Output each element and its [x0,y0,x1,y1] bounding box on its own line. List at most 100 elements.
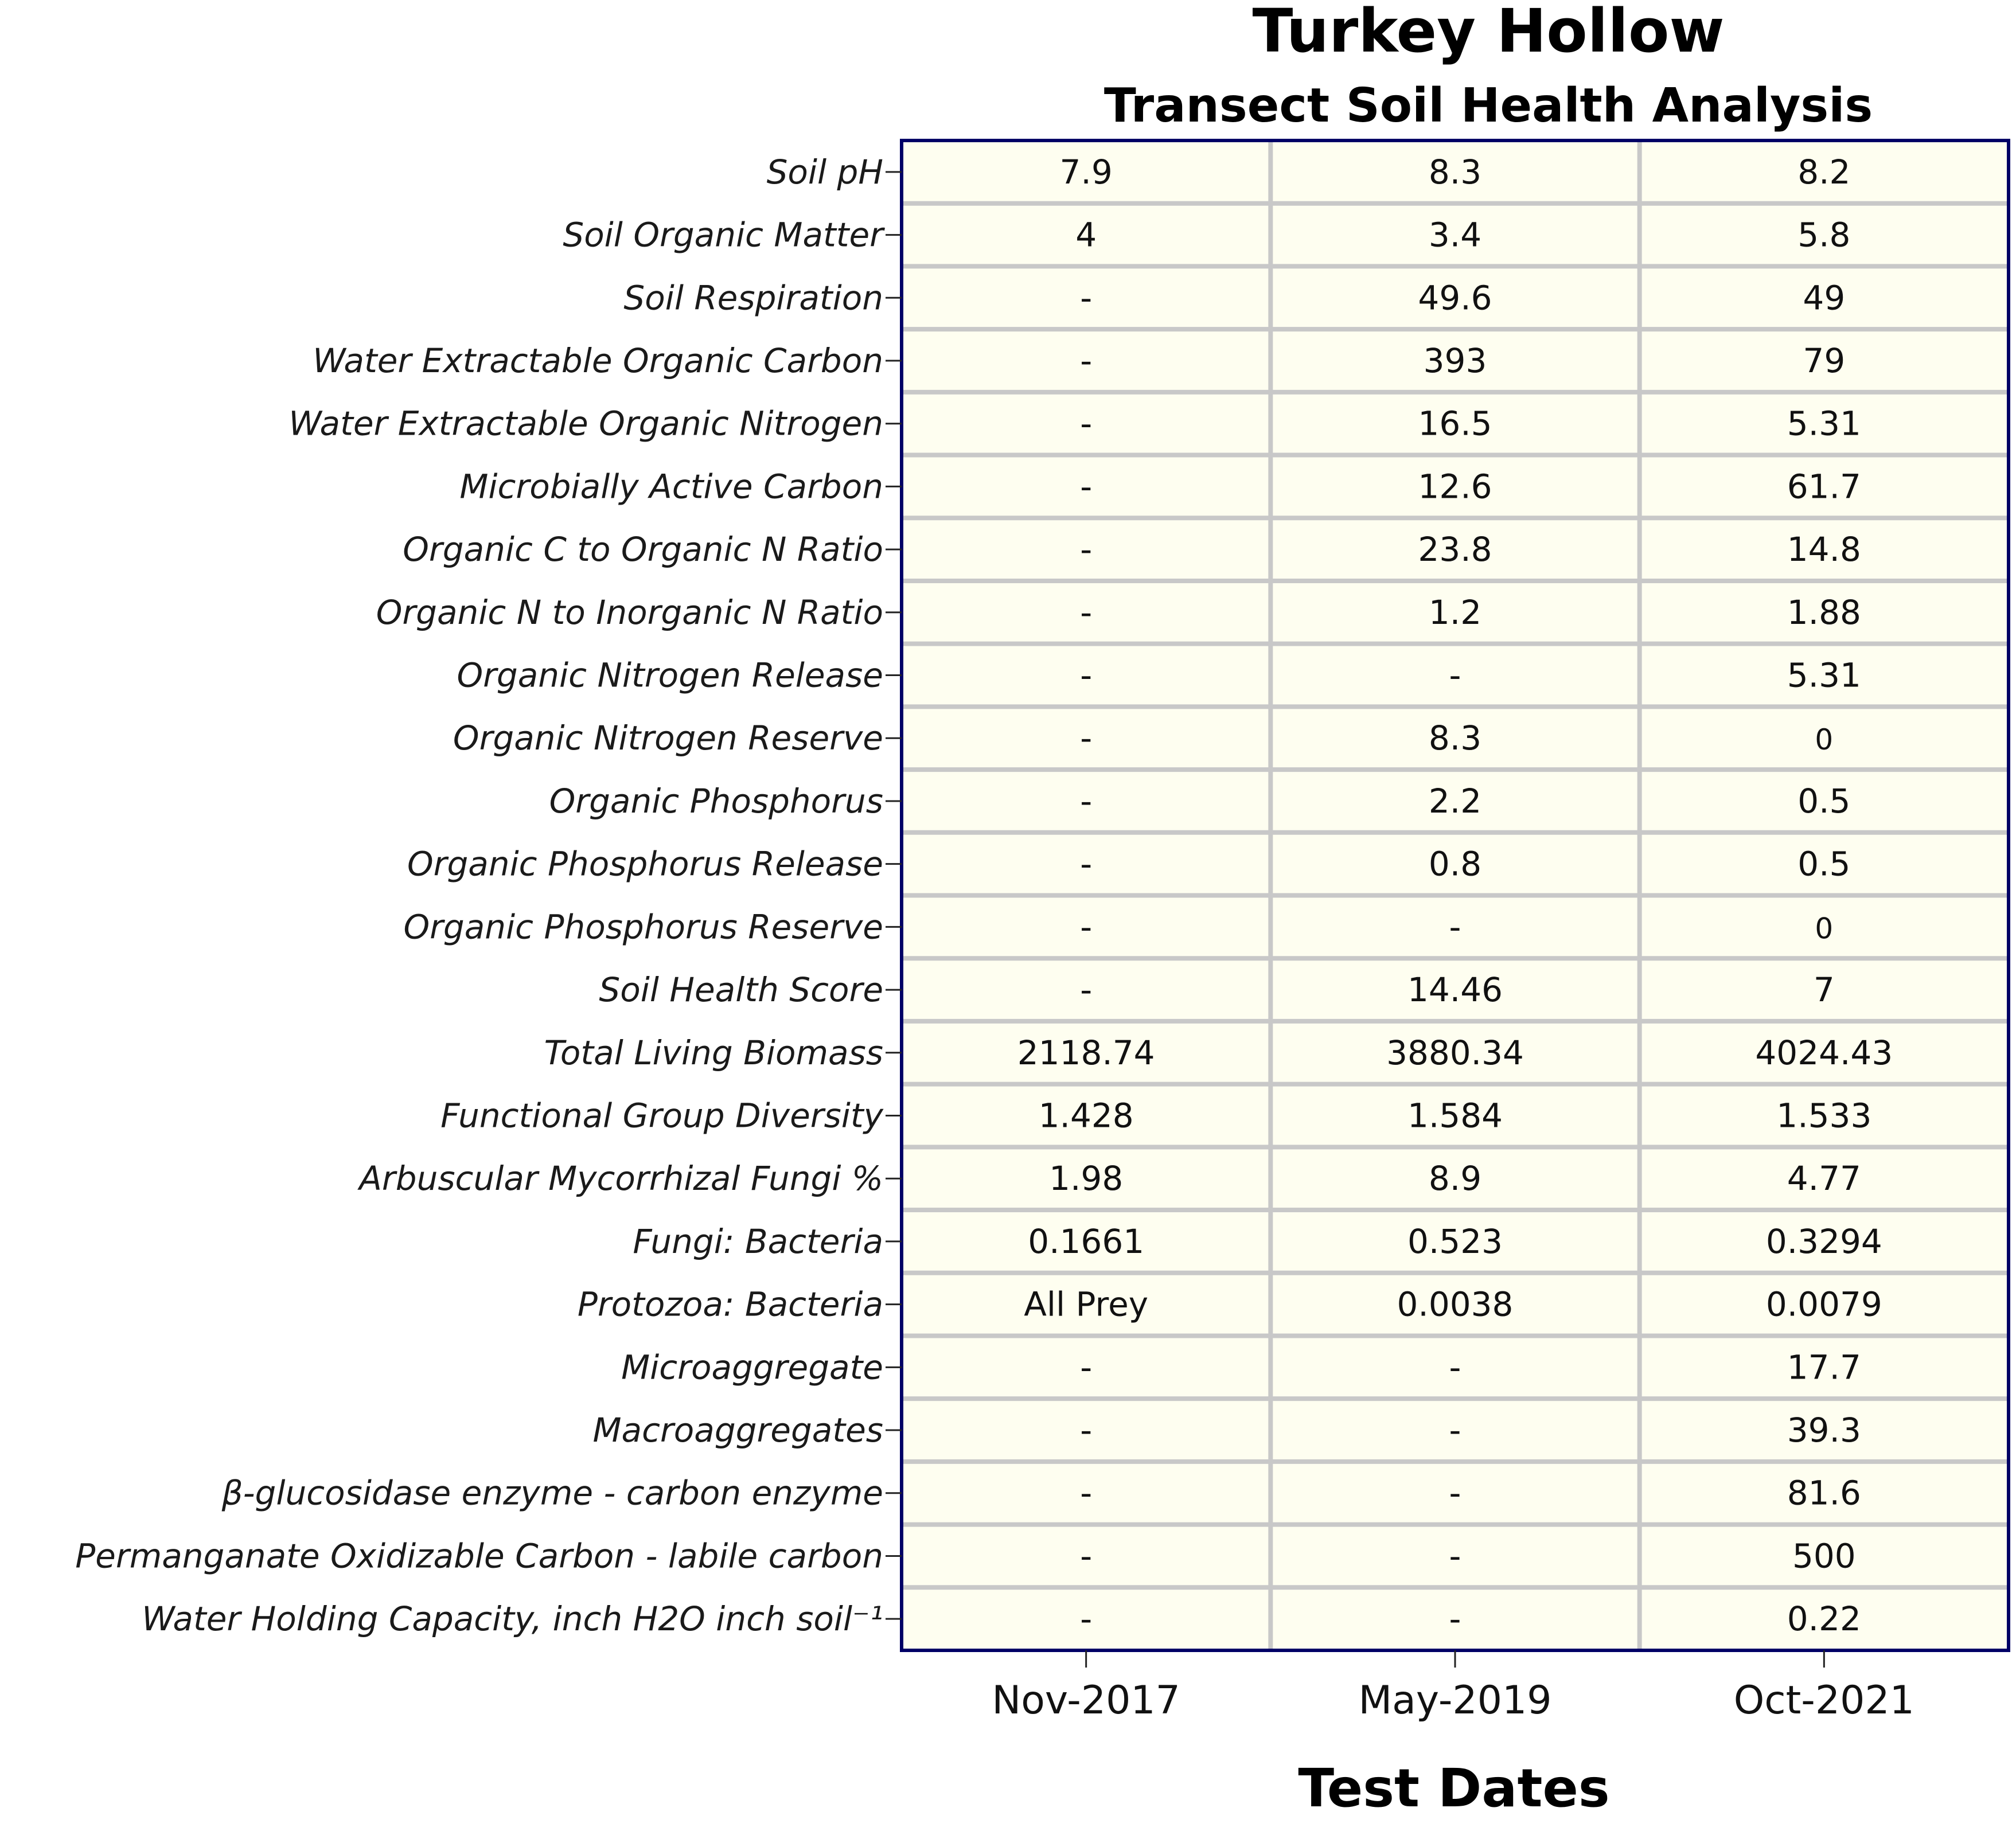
table-cell: 0 [1815,723,1833,756]
row-label: Soil Health Score [599,970,883,1009]
table-cell: 17.7 [1787,1348,1861,1387]
row-label: Fungi: Bacteria [633,1222,883,1261]
table-cell: 23.8 [1418,530,1492,569]
table-cell: 1.2 [1429,593,1481,632]
row-label: Arbuscular Mycorrhizal Fungi % [357,1159,883,1198]
table-cell: 61.7 [1787,467,1861,506]
table-cell: - [1080,970,1092,1009]
table-cell: - [1080,845,1092,884]
row-label: Organic Phosphorus Release [407,845,883,884]
row-label: Organic Phosphorus [549,782,883,821]
row-label: Total Living Biomass [544,1033,883,1072]
table-cell: 393 [1424,341,1487,380]
chart-title: Turkey Hollow [1252,0,1724,66]
table-cell: 0.1661 [1028,1222,1144,1261]
row-label: Microaggregate [621,1348,883,1387]
row-label: Macroaggregates [592,1411,883,1450]
table-cell: 4024.43 [1755,1033,1893,1072]
table-cell: 0.0038 [1397,1285,1514,1324]
table-cell: 3880.34 [1386,1033,1524,1072]
table-cell: 0.0079 [1766,1285,1882,1324]
row-label: β-glucosidase enzyme - carbon enzyme [221,1474,883,1513]
table-cell: - [1080,1474,1092,1513]
table-grid [902,140,2009,1650]
table-cell: - [1080,404,1092,443]
table-cell: 8.9 [1429,1159,1481,1198]
table-cell: - [1080,530,1092,569]
row-label: Water Extractable Organic Nitrogen [288,404,883,443]
table-cell: 2.2 [1429,782,1481,821]
chart-subtitle: Transect Soil Health Analysis [1104,79,1873,133]
table-cell: - [1080,1599,1092,1638]
row-label: Organic Nitrogen Release [457,656,883,695]
table-cell: 4.77 [1787,1159,1861,1198]
table-cell: 7.9 [1060,153,1113,192]
x-tick-label: Nov-2017 [992,1678,1180,1723]
table-cell: 8.2 [1797,153,1850,192]
table-cell: All Prey [1024,1285,1148,1324]
row-label: Water Extractable Organic Carbon [313,341,883,380]
table-cell: - [1080,656,1092,695]
row-label: Soil pH [767,153,883,192]
table-cell: 5.31 [1787,656,1861,695]
table-cell: 81.6 [1787,1474,1861,1513]
table-cell: 0.5 [1797,782,1850,821]
table-cell: 14.8 [1787,530,1861,569]
table-cell: 49 [1803,278,1845,317]
table-cell: 1.428 [1039,1096,1134,1135]
table-cell: 12.6 [1418,467,1492,506]
table-cell: 0.8 [1429,845,1481,884]
table-cell: 0.22 [1787,1599,1861,1638]
table-cell: - [1080,719,1092,758]
table-cell: - [1449,1348,1461,1387]
table-cell: 39.3 [1787,1411,1861,1450]
row-label: Water Holding Capacity, inch H2O inch so… [142,1599,883,1638]
table-cell: 0.3294 [1766,1222,1882,1261]
row-labels: Soil pH Soil Organic Matter Soil Respirati… [75,153,902,1638]
table-cell: - [1449,1474,1461,1513]
x-axis-ticks: Nov-2017 May-2019 Oct-2021 [992,1650,1914,1723]
table-cell: - [1080,341,1092,380]
row-label: Organic Phosphorus Reserve [403,907,883,946]
table-cell: - [1080,467,1092,506]
table-cell: 16.5 [1418,404,1492,443]
table-cell: - [1449,1536,1461,1575]
table-cell: 1.88 [1787,593,1861,632]
table-cell: - [1080,782,1092,821]
row-label: Soil Organic Matter [563,216,885,255]
table-cell: 3.4 [1429,216,1481,255]
table-cell: - [1449,656,1461,695]
table-cell: 79 [1803,341,1845,380]
table-cell: - [1449,907,1461,946]
table-cell: 500 [1792,1536,1856,1575]
table-cell: 14.46 [1407,970,1503,1009]
x-axis-title: Test Dates [1298,1758,1609,1819]
table-cell: 2118.74 [1017,1033,1155,1072]
table-cells: 7.9 8.3 8.2 4 3.4 5.8 - 49.6 49 - 393 79 - 16.5 5.31 - 1… [1017,153,1893,1638]
table-cell: 1.584 [1407,1096,1503,1135]
x-tick-label: Oct-2021 [1734,1678,1914,1723]
table-cell: - [1080,1411,1092,1450]
table-cell: 1.533 [1776,1096,1871,1135]
table-cell: 0.5 [1797,845,1850,884]
table-cell: - [1080,1536,1092,1575]
row-label: Organic C to Organic N Ratio [403,530,883,569]
table-cell: - [1449,1411,1461,1450]
row-label: Permanganate Oxidizable Carbon - labile … [75,1536,883,1575]
table-cell: 4 [1075,216,1097,255]
table-cell: 5.31 [1787,404,1861,443]
table-cell: - [1080,1348,1092,1387]
table-cell: 8.3 [1429,719,1481,758]
table-cell: - [1449,1599,1461,1638]
table-cell: 7 [1814,970,1835,1009]
x-tick-label: May-2019 [1359,1678,1552,1723]
table-cell: - [1080,907,1092,946]
row-label: Functional Group Diversity [440,1096,884,1135]
table-cell: 0.523 [1407,1222,1503,1261]
row-label: Organic Nitrogen Reserve [453,719,883,758]
table-cell: 8.3 [1429,153,1481,192]
row-label: Soil Respiration [623,278,883,317]
table-cell: 5.8 [1797,216,1850,255]
table-cell: 0 [1815,912,1833,945]
